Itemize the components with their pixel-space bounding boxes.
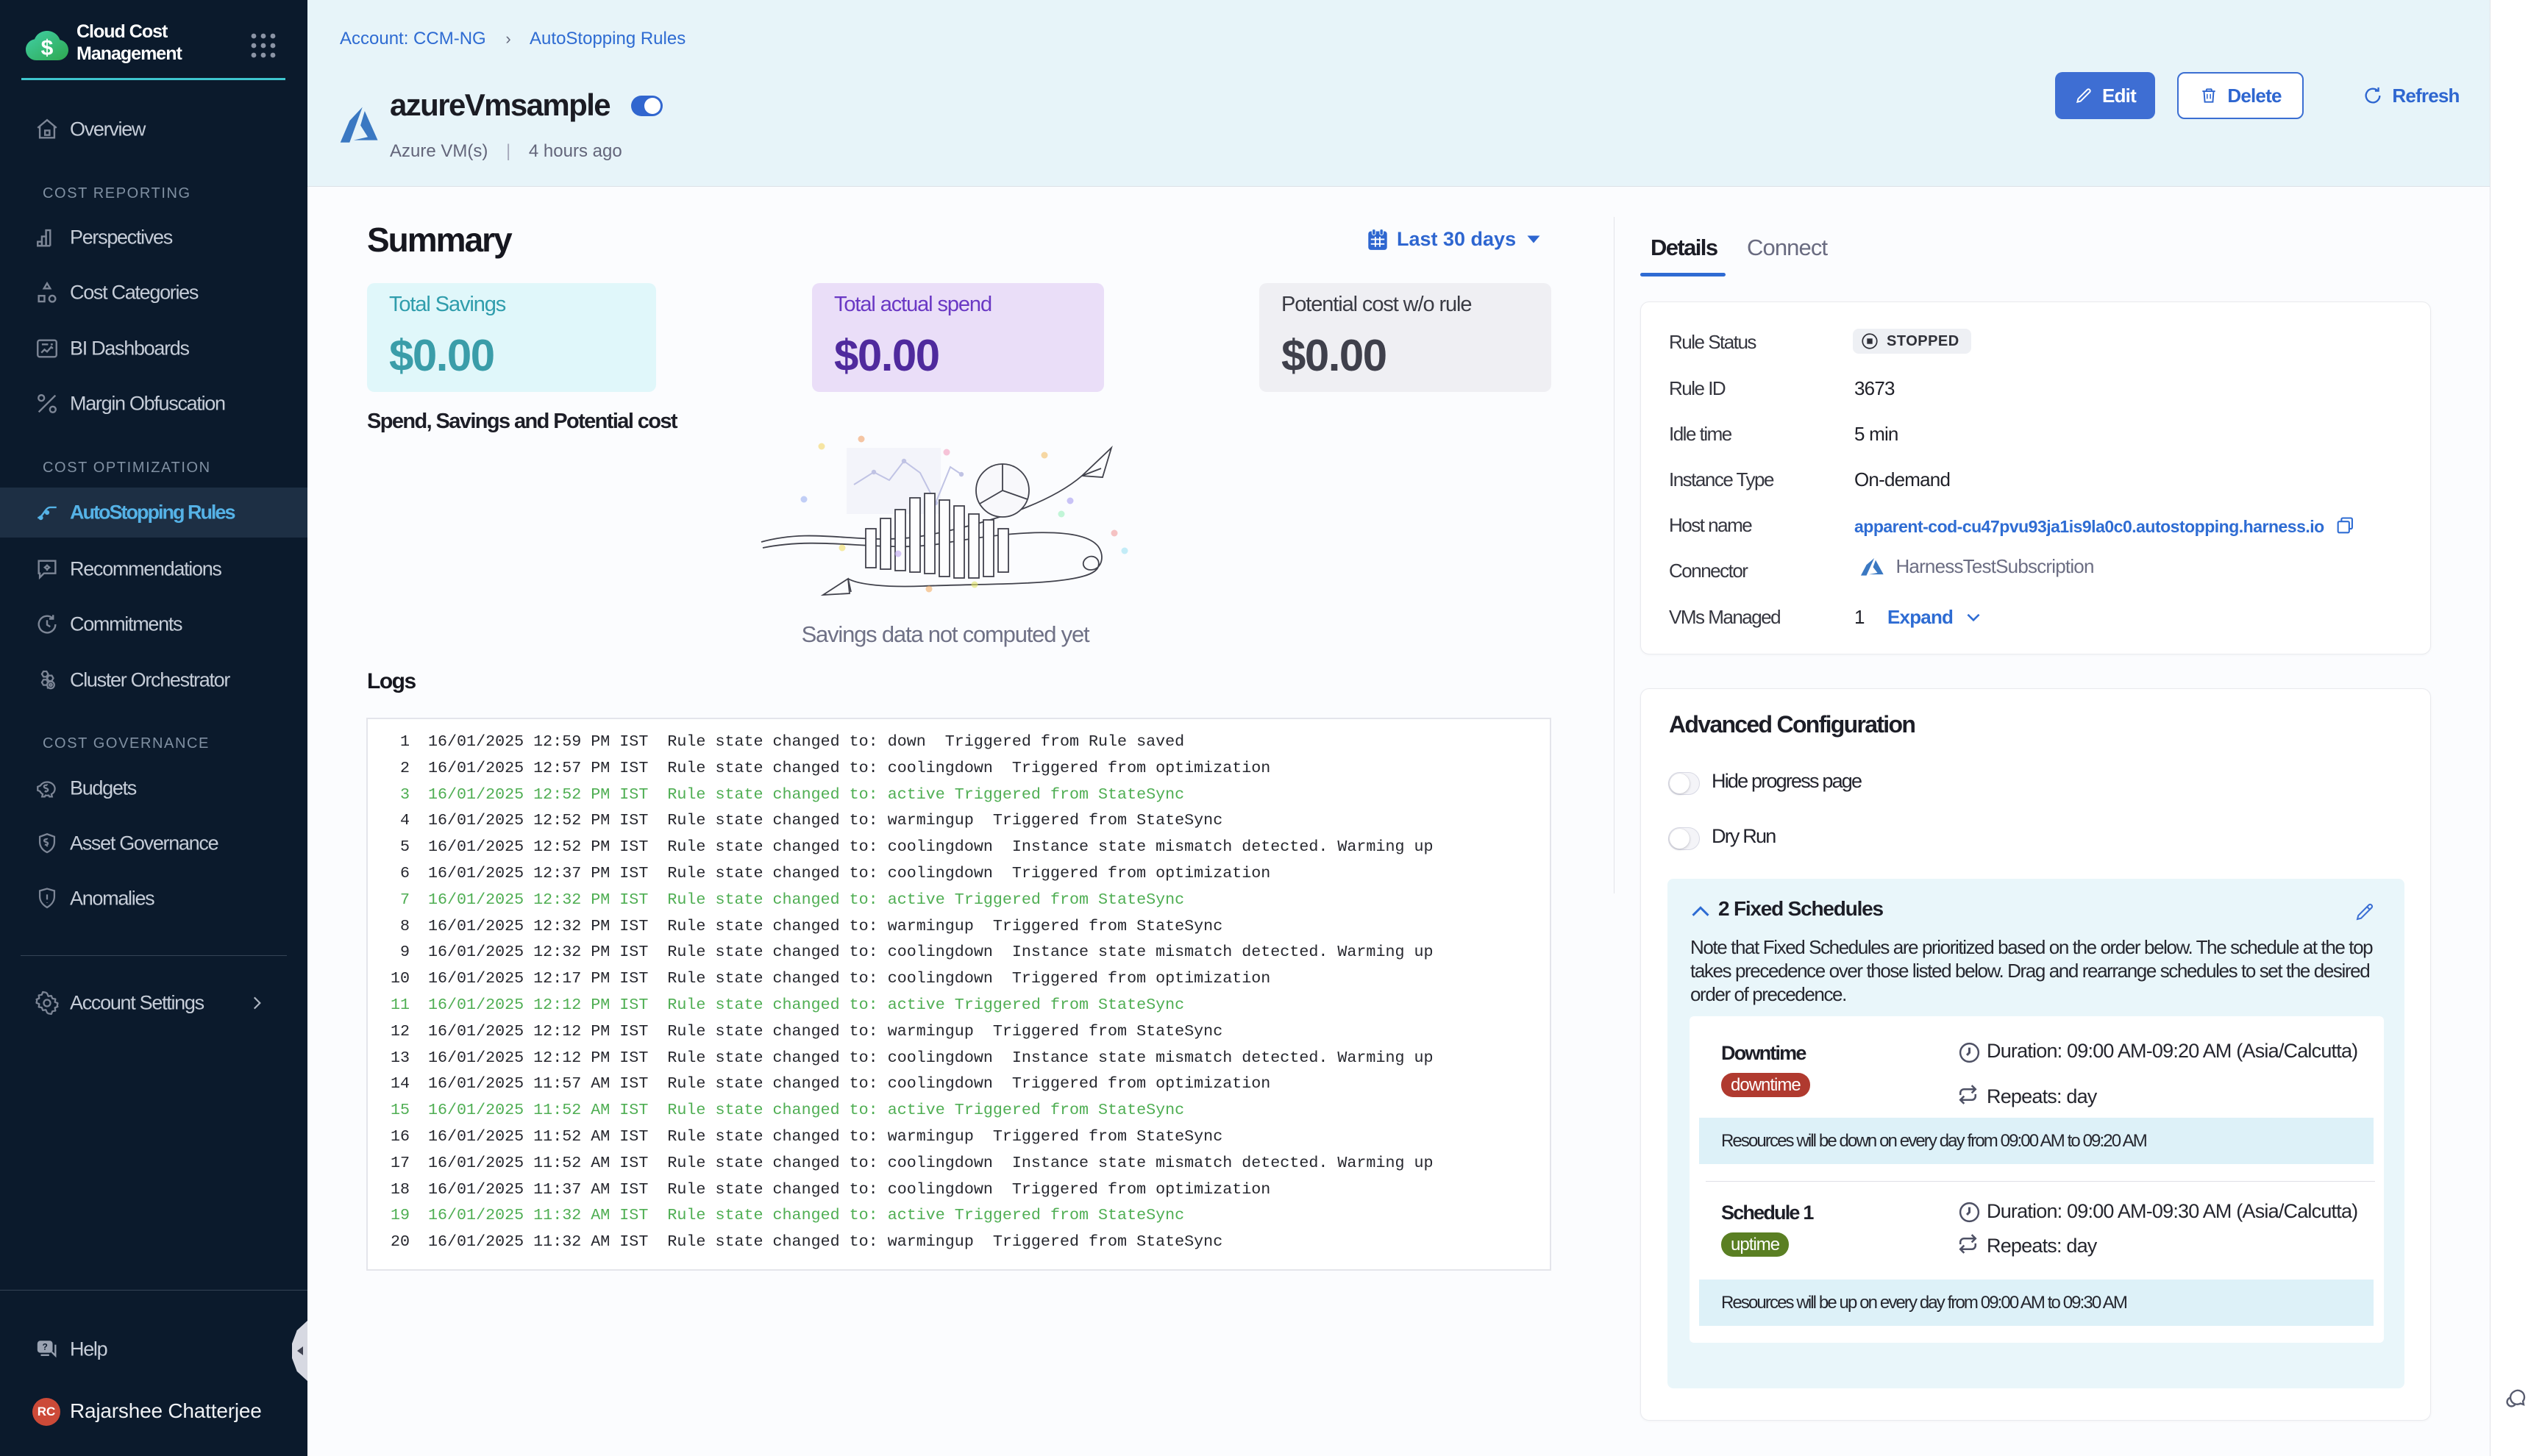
svg-text:?: ? (42, 1342, 47, 1352)
svg-text:$: $ (41, 36, 54, 60)
